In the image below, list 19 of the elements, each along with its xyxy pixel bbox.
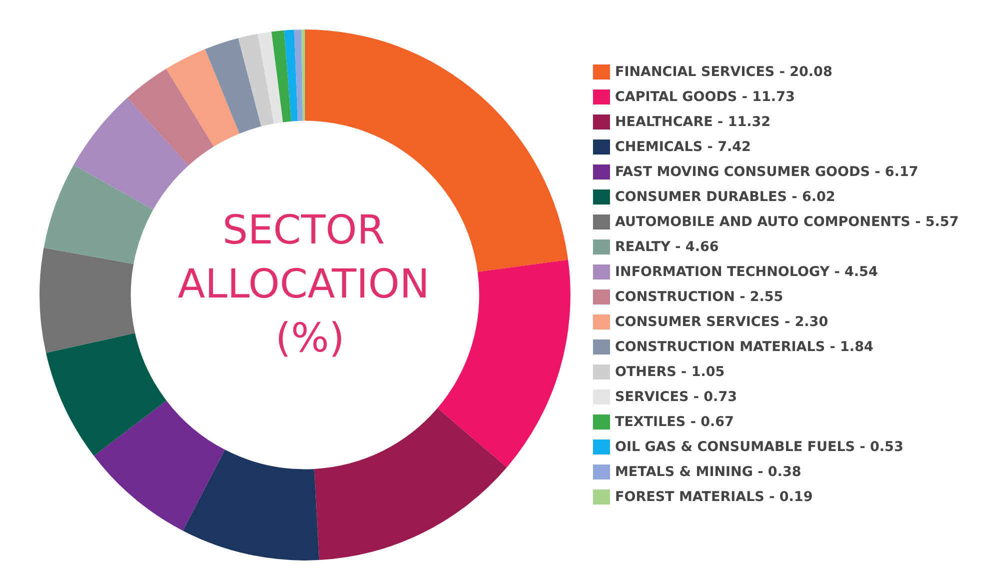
legend-label: HEALTHCARE - 11.32 [615,114,771,130]
legend-label: AUTOMOBILE AND AUTO COMPONENTS - 5.57 [615,214,959,230]
legend-label: FOREST MATERIALS - 0.19 [615,489,813,505]
legend-label: CONSTRUCTION - 2.55 [615,289,784,305]
legend-label: TEXTILES - 0.67 [615,414,734,430]
text: SECTOR ALLOCATION (%) [178,208,442,362]
legend-label: INFORMATION TECHNOLOGY - 4.54 [615,264,878,280]
legend-label: REALTY - 4.66 [615,239,719,255]
legend-label: CONSUMER DURABLES - 6.02 [615,189,836,205]
legend-label: SERVICES - 0.73 [615,389,737,405]
legend-label: OIL GAS & CONSUMABLE FUELS - 0.53 [615,439,904,455]
legend-label: CONSTRUCTION MATERIALS - 1.84 [615,339,874,355]
legend-label: OTHERS - 1.05 [615,364,725,380]
legend-label: CONSUMER SERVICES - 2.30 [615,314,828,330]
legend-label: CAPITAL GOODS - 11.73 [615,89,795,105]
legend-label: FINANCIAL SERVICES - 20.08 [615,64,832,80]
legend-label: FAST MOVING CONSUMER GOODS - 6.17 [615,164,918,180]
legend-label: METALS & MINING - 0.38 [615,464,802,480]
legend-label: CHEMICALS - 7.42 [615,139,751,155]
